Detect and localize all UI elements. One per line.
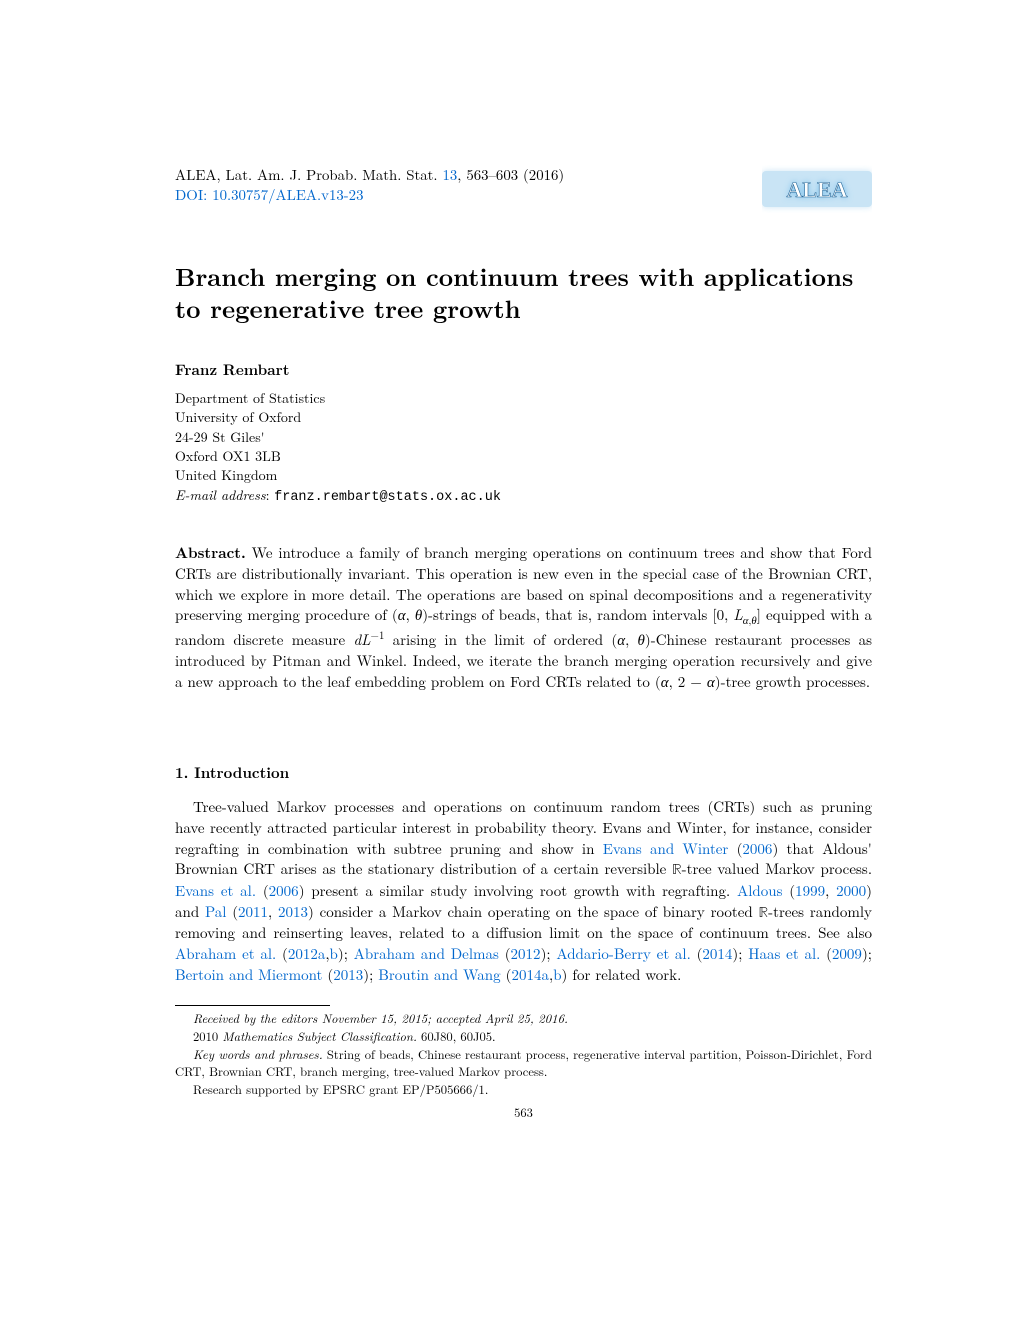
cite-year-2013b[interactable]: 2013 <box>333 964 363 985</box>
page-number: 563 <box>175 1103 872 1121</box>
affil-l4: Oxford OX1 3LB <box>175 446 281 466</box>
intro-t4: ) present a similar study involving root… <box>299 880 737 901</box>
affil-l5: United Kingdom <box>175 465 277 485</box>
real-symbol-1: ℝ <box>672 862 682 877</box>
fn-kw-label: Key words and phrases. <box>193 1045 323 1063</box>
fn-msc-year: 2010 <box>193 1027 218 1045</box>
intro-paragraph: Tree-valued Markov processes and operati… <box>175 797 872 985</box>
cite-year-2012b[interactable]: 2012 <box>511 943 541 964</box>
paper-page: ALEA, Lat. Am. J. Probab. Math. Stat. 13… <box>0 0 1020 1181</box>
cite-bertoin-miermont[interactable]: Bertoin and Miermont <box>175 964 322 985</box>
svg-text:ALEA: ALEA <box>786 177 847 202</box>
cite-year-2006a[interactable]: 2006 <box>742 838 772 859</box>
cite-year-2014a[interactable]: 2014a <box>512 964 550 985</box>
cite-haas-etal[interactable]: Haas et al. <box>748 943 820 964</box>
email-label: E-mail address <box>175 485 266 505</box>
section-title: Introduction <box>194 762 289 783</box>
cite-abraham-etal[interactable]: Abraham et al. <box>175 943 276 964</box>
section-heading: 1. Introduction <box>175 762 872 783</box>
header-row: ALEA, Lat. Am. J. Probab. Math. Stat. 13… <box>175 165 872 213</box>
affil-l3: 24-29 St Giles' <box>175 427 265 447</box>
affiliation-block: Department of Statistics University of O… <box>175 389 872 507</box>
cite-addario-berry[interactable]: Addario-Berry et al. <box>556 943 690 964</box>
cite-year-2013a[interactable]: 2013 <box>278 901 308 922</box>
intro-t6: ) consider a Markov chain operating on t… <box>308 901 759 922</box>
cite-abraham-delmas[interactable]: Abraham and Delmas <box>354 943 499 964</box>
fn-received: Received by the editors November 15, 201… <box>193 1009 568 1027</box>
real-symbol-2: ℝ <box>759 905 769 920</box>
paper-title: Branch merging on continuum trees with a… <box>175 261 872 325</box>
cite-year-2000[interactable]: 2000 <box>836 880 866 901</box>
cite-aldous[interactable]: Aldous <box>737 880 783 901</box>
doi-link[interactable]: DOI: 10.30757/ALEA.v13-23 <box>175 184 363 205</box>
cite-pal[interactable]: Pal <box>205 901 226 922</box>
author-email[interactable]: franz.rembart@stats.ox.ac.uk <box>274 490 501 505</box>
cite-evans-winter[interactable]: Evans and Winter <box>603 838 729 859</box>
cite-year-1999[interactable]: 1999 <box>795 880 825 901</box>
journal-pages: , 563–603 (2016) <box>457 164 564 185</box>
fn-msc-label: Mathematics Subject Classification. <box>222 1027 416 1045</box>
abstract-text: We introduce a family of branch merging … <box>175 542 872 691</box>
cite-year-2014[interactable]: 2014 <box>702 943 732 964</box>
cite-year-2011[interactable]: 2011 <box>238 901 268 922</box>
affil-l1: Department of Statistics <box>175 388 325 408</box>
section-number: 1. <box>175 762 188 783</box>
cite-year-2009[interactable]: 2009 <box>832 943 862 964</box>
journal-info: ALEA, Lat. Am. J. Probab. Math. Stat. 13… <box>175 165 564 205</box>
cite-year-2012a[interactable]: 2012a <box>288 943 326 964</box>
footnote-rule <box>175 1005 330 1006</box>
cite-year-2012a-b[interactable]: b <box>330 943 338 964</box>
affil-l2: University of Oxford <box>175 407 301 427</box>
fn-msc: 60J80, 60J05. <box>417 1027 496 1045</box>
abstract-label: Abstract. <box>175 542 246 563</box>
intro-t3: -tree valued Markov process. <box>682 858 872 879</box>
journal-volume[interactable]: 13 <box>442 164 457 185</box>
alea-logo: ALEA ALEA <box>762 165 872 213</box>
intro-t8: ) for related work. <box>562 964 682 985</box>
cite-year-2014b[interactable]: b <box>553 964 561 985</box>
cite-year-2006b[interactable]: 2006 <box>269 880 299 901</box>
abstract-block: Abstract. We introduce a family of branc… <box>175 543 872 692</box>
fn-support: Research supported by EPSRC grant EP/P50… <box>193 1080 488 1098</box>
cite-evans-etal[interactable]: Evans et al. <box>175 880 256 901</box>
author-name: Franz Rembart <box>175 359 872 380</box>
footnotes-block: Received by the editors November 15, 201… <box>175 1010 872 1098</box>
journal-line1-prefix: ALEA, Lat. Am. J. Probab. Math. Stat. <box>175 164 442 185</box>
cite-broutin-wang[interactable]: Broutin and Wang <box>378 964 500 985</box>
